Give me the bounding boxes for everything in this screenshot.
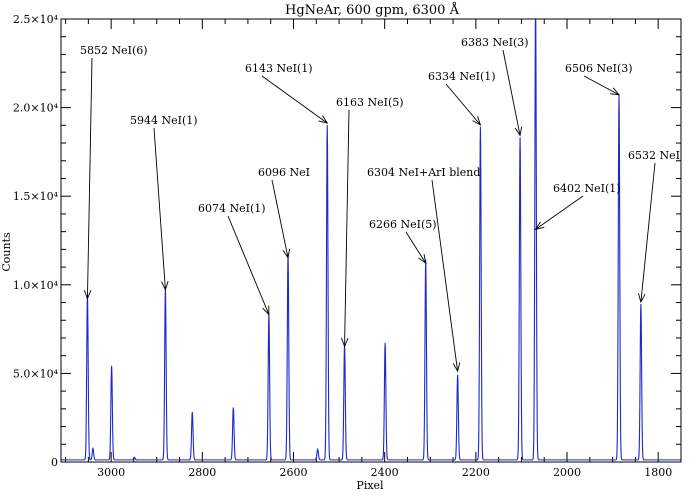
annotation-arrowhead bbox=[418, 254, 427, 265]
annotation-label: 6163 NeI(5) bbox=[336, 96, 404, 109]
annotation-label: 6506 NeI(3) bbox=[565, 62, 633, 75]
x-tick-label: 3000 bbox=[97, 466, 125, 479]
annotation-arrow bbox=[445, 83, 481, 126]
annotation-arrow bbox=[640, 162, 656, 303]
annotation-arrowhead bbox=[610, 87, 621, 96]
annotation-arrowhead bbox=[452, 362, 461, 373]
annotation-arrowhead bbox=[161, 280, 169, 291]
annotation-arrow bbox=[86, 57, 93, 299]
annotation-label: 6304 NeI+ArI blend bbox=[367, 166, 480, 179]
annotation-arrow bbox=[227, 215, 270, 315]
y-tick-label: 2.5×10⁴ bbox=[13, 13, 59, 26]
annotation-label: 5944 NeI(1) bbox=[130, 114, 198, 127]
annotation-label: 6096 NeI bbox=[258, 166, 310, 179]
annotation-label: 6334 NeI(1) bbox=[428, 70, 496, 83]
y-tick-label: 2.0×10⁴ bbox=[13, 102, 59, 115]
annotation-arrow bbox=[271, 179, 289, 258]
spectrum-line bbox=[61, 18, 681, 461]
y-axis-title: Counts bbox=[0, 232, 13, 272]
annotation-arrow bbox=[583, 75, 620, 96]
data-layer bbox=[61, 18, 681, 461]
annotation-layer: 5852 NeI(6) 5944 NeI(1) 6074 NeI(1) 6096 Ne… bbox=[80, 36, 680, 373]
ticks-layer: 3000 2800 2600 2400 2200 2000 1800 0 5.0×10⁴ 1.0×… bbox=[13, 13, 682, 479]
annotation-arrow bbox=[535, 195, 584, 230]
x-tick-label: 2400 bbox=[371, 466, 399, 479]
annotation-arrow bbox=[405, 231, 427, 264]
y-tick-label: 5.0×10⁴ bbox=[13, 367, 59, 380]
annotation-arrow bbox=[261, 75, 328, 124]
annotation-arrowhead bbox=[534, 221, 545, 231]
annotation-arrow bbox=[431, 179, 459, 372]
y-tick-label: 1.5×10⁴ bbox=[13, 190, 59, 203]
annotation-arrowhead bbox=[514, 126, 523, 137]
x-tick-label: 1800 bbox=[644, 466, 672, 479]
annotation-arrowhead bbox=[472, 116, 482, 126]
y-tick-label: 1.0×10⁴ bbox=[13, 279, 59, 292]
annotation-label: 6266 NeI(5) bbox=[369, 218, 437, 231]
x-axis-title: Pixel bbox=[356, 479, 384, 492]
annotation-arrowhead bbox=[637, 293, 646, 304]
x-tick-label: 2200 bbox=[462, 466, 490, 479]
annotation-arrow bbox=[153, 127, 166, 290]
x-tick-label: 2600 bbox=[280, 466, 308, 479]
y-tick-label: 0 bbox=[51, 456, 58, 469]
annotation-arrowhead bbox=[262, 305, 270, 316]
x-tick-label: 2000 bbox=[553, 466, 581, 479]
annotation-arrow bbox=[344, 109, 350, 347]
plot-frame bbox=[60, 18, 682, 463]
annotation-label: 5852 NeI(6) bbox=[80, 44, 148, 57]
annotation-arrow bbox=[502, 49, 521, 136]
annotation-arrowhead bbox=[340, 337, 349, 348]
annotation-arrowhead bbox=[282, 248, 291, 259]
chart-title: HgNeAr, 600 gpm, 6300 Å bbox=[285, 2, 460, 18]
annotation-arrowhead bbox=[83, 289, 92, 300]
annotation-arrowhead bbox=[318, 115, 329, 124]
annotation-label: 6383 NeI(3) bbox=[461, 36, 529, 49]
annotation-label: 6402 NeI(1) bbox=[553, 182, 621, 195]
annotation-label: 6143 NeI(1) bbox=[245, 62, 313, 75]
x-tick-label: 2800 bbox=[188, 466, 216, 479]
annotation-label: 6532 NeI bbox=[628, 149, 680, 162]
annotation-label: 6074 NeI(1) bbox=[198, 202, 266, 215]
